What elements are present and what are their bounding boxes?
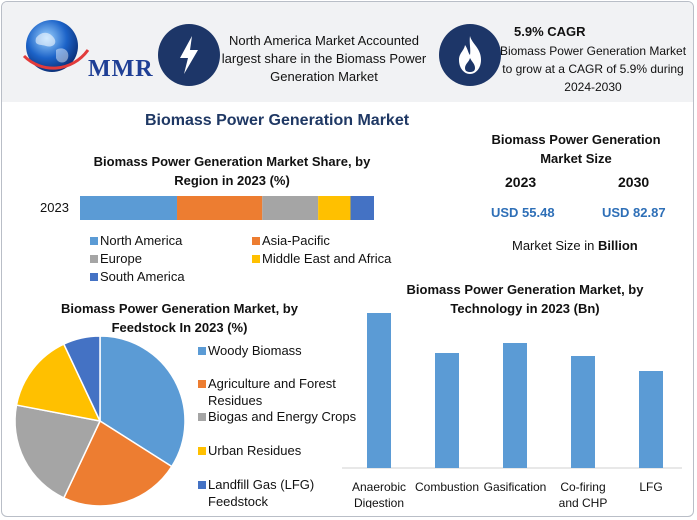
header-band (2, 2, 693, 102)
market-size-unit: Market Size in Billion (512, 238, 638, 253)
market-size-title: Biomass Power Generation Market Size (491, 132, 661, 166)
market-size-unit-bold: Billion (598, 238, 638, 253)
region-legend-label-north-america: North America (100, 233, 183, 248)
market-size-year-2030: 2030 (618, 174, 650, 190)
technology-bar-lfg (639, 371, 663, 468)
technology-bar-combustion (435, 353, 459, 468)
region-stacked-bar (80, 196, 374, 220)
technology-bar-gasification (503, 343, 527, 468)
market-size-value-2023: USD 55.48 (491, 205, 555, 220)
technology-bar-anaerobic-digestion (367, 313, 391, 468)
cagr-title: 5.9% CAGR (514, 24, 586, 39)
feedstock-legend-label-urban-residues: Urban Residues (208, 443, 302, 458)
feedstock-legend-swatch-woody-biomass (198, 347, 206, 355)
region-bar-segment-north-america (80, 196, 178, 220)
feedstock-legend-swatch-landfill-gas-lfg-feedstock (198, 481, 206, 489)
cagr-description: Biomass Power Generation Market to grow … (499, 44, 687, 94)
pie-slice-biogas-and-energy-crops (14, 404, 102, 499)
region-year-label: 2023 (40, 200, 69, 215)
region-bar-segment-middle-east-and-africa (318, 196, 351, 220)
highlight-north-america: North America Market Accounted largest s… (221, 33, 427, 84)
technology-bar-chart: Anaerobic Digestion Combustion Gasification… (342, 313, 682, 508)
feedstock-pie-chart (14, 335, 186, 507)
region-bar-segment-south-america (350, 196, 374, 220)
region-legend-swatch-south-america (90, 273, 98, 281)
feedstock-legend-swatch-agriculture-and-forest-residues (198, 380, 206, 388)
region-legend-swatch-asia-pacific (252, 237, 260, 245)
technology-tick-label-co-firing-and-chp: Co-firing and CHP (559, 480, 608, 508)
globe-icon (22, 20, 90, 72)
region-legend-label-asia-pacific: Asia-Pacific (262, 233, 330, 248)
feedstock-legend-label-woody-biomass: Woody Biomass (208, 343, 302, 358)
region-legend-swatch-europe (90, 255, 98, 263)
technology-tick-label-lfg: LFG (639, 480, 662, 494)
region-chart-title: Biomass Power Generation Market Share, b… (93, 154, 371, 188)
technology-bar-co-firing-and-chp (571, 356, 595, 468)
feedstock-legend-swatch-biogas-and-energy-crops (198, 413, 206, 421)
region-bar-segment-asia-pacific (177, 196, 263, 220)
market-size-unit-prefix: Market Size in (512, 238, 595, 253)
technology-chart-title: Biomass Power Generation Market, by Tech… (406, 282, 644, 316)
region-legend-label-middle-east-and-africa: Middle East and Africa (262, 251, 392, 266)
feedstock-legend-label-agriculture-and-forest-residues: Agriculture and Forest Residues (208, 376, 336, 408)
feedstock-legend-swatch-urban-residues (198, 447, 206, 455)
technology-tick-label-anaerobic-digestion: Anaerobic Digestion (352, 480, 406, 508)
technology-tick-label-gasification: Gasification (484, 480, 547, 494)
main-title: Biomass Power Generation Market (144, 112, 410, 129)
market-size-value-2030: USD 82.87 (602, 205, 666, 220)
flame-icon (439, 24, 501, 86)
logo-text: MMR (88, 56, 154, 82)
market-size-year-2023: 2023 (505, 174, 537, 190)
pie-slice-landfill-gas-lfg-feedstock (62, 335, 101, 422)
feedstock-legend-label-biogas-and-energy-crops: Biogas and Energy Crops (208, 409, 357, 424)
pie-slice-urban-residues (15, 343, 102, 423)
region-bar-segment-europe (262, 196, 319, 220)
feedstock-chart-title: Biomass Power Generation Market, by Feed… (61, 301, 298, 335)
mmr-logo: MMR (22, 16, 153, 82)
region-legend-label-europe: Europe (100, 251, 142, 266)
feedstock-legend-label-landfill-gas-lfg-feedstock: Landfill Gas (LFG) Feedstock (208, 477, 315, 509)
region-legend-label-south-america: South America (100, 269, 185, 284)
region-legend-swatch-north-america (90, 237, 98, 245)
region-legend-swatch-middle-east-and-africa (252, 255, 260, 263)
technology-tick-label-combustion: Combustion (415, 480, 479, 494)
lightning-bolt-icon (158, 24, 220, 86)
